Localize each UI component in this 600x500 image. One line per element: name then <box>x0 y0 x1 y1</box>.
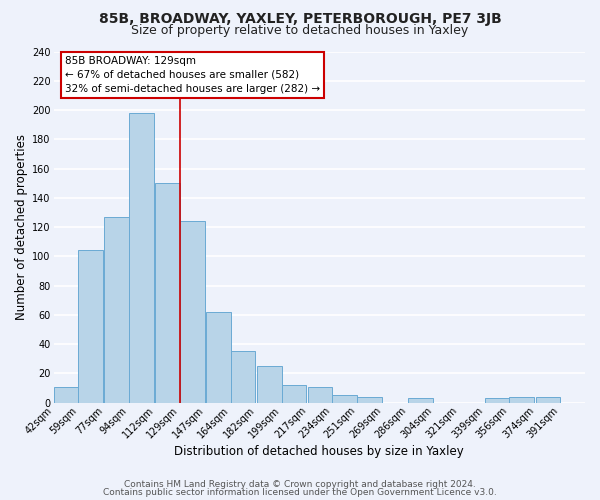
Text: Contains public sector information licensed under the Open Government Licence v3: Contains public sector information licen… <box>103 488 497 497</box>
Bar <box>408 398 433 402</box>
Text: Contains HM Land Registry data © Crown copyright and database right 2024.: Contains HM Land Registry data © Crown c… <box>124 480 476 489</box>
Bar <box>129 113 154 403</box>
Y-axis label: Number of detached properties: Number of detached properties <box>15 134 28 320</box>
Bar <box>180 221 205 402</box>
Bar <box>357 397 382 402</box>
Bar <box>509 397 534 402</box>
Bar <box>155 183 180 402</box>
Bar <box>536 397 560 402</box>
X-axis label: Distribution of detached houses by size in Yaxley: Distribution of detached houses by size … <box>175 444 464 458</box>
Bar <box>332 396 357 402</box>
Bar <box>231 352 256 403</box>
Bar <box>104 217 129 402</box>
Bar <box>485 398 509 402</box>
Bar <box>281 385 306 402</box>
Bar <box>78 250 103 402</box>
Text: Size of property relative to detached houses in Yaxley: Size of property relative to detached ho… <box>131 24 469 37</box>
Bar <box>53 386 78 402</box>
Bar <box>308 386 332 402</box>
Text: 85B, BROADWAY, YAXLEY, PETERBOROUGH, PE7 3JB: 85B, BROADWAY, YAXLEY, PETERBOROUGH, PE7… <box>98 12 502 26</box>
Bar <box>206 312 231 402</box>
Text: 85B BROADWAY: 129sqm
← 67% of detached houses are smaller (582)
32% of semi-deta: 85B BROADWAY: 129sqm ← 67% of detached h… <box>65 56 320 94</box>
Bar <box>257 366 281 403</box>
